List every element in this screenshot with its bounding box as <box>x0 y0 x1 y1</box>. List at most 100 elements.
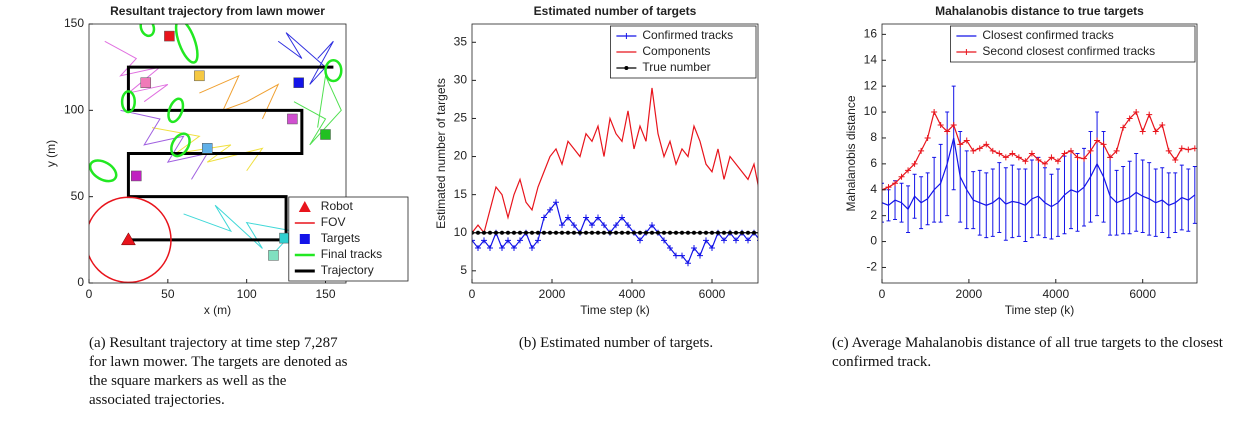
marker <box>512 230 516 235</box>
final-track <box>139 24 156 38</box>
x-tick-label: 6000 <box>699 287 726 301</box>
target <box>140 77 152 88</box>
marker <box>937 122 944 129</box>
marker <box>673 252 679 259</box>
marker <box>632 230 636 235</box>
legend-label: FOV <box>321 215 346 229</box>
chart-title: Resultant trajectory from lawn mower <box>110 4 325 18</box>
marker <box>548 230 552 235</box>
x-tick-label: 4000 <box>619 287 646 301</box>
target <box>293 77 304 88</box>
marker <box>524 230 528 235</box>
marker <box>1146 111 1153 118</box>
target <box>194 70 205 82</box>
trajectory <box>126 65 334 242</box>
marker <box>481 237 487 244</box>
marker <box>758 231 762 235</box>
marker <box>957 141 964 148</box>
y-tick-label: 150 <box>64 16 84 30</box>
target <box>164 30 175 42</box>
x-axis-label: x (m) <box>204 303 231 317</box>
final-track <box>120 90 136 114</box>
y-tick-label: 30 <box>454 73 468 87</box>
marker <box>1002 154 1009 161</box>
marker <box>1139 128 1146 135</box>
marker <box>918 147 925 154</box>
marker <box>1159 122 1166 129</box>
marker <box>1061 150 1068 157</box>
legend-label: Trajectory <box>321 263 374 277</box>
x-axis-label: Time step (k) <box>1005 303 1075 317</box>
marker <box>1048 154 1055 161</box>
marker <box>475 244 481 251</box>
marker <box>721 237 727 244</box>
marker <box>590 230 594 235</box>
chart-title: Estimated number of targets <box>534 4 697 18</box>
marker <box>963 49 970 55</box>
marker <box>709 244 715 251</box>
marker <box>547 206 553 213</box>
caption: (b) Estimated number of targets. <box>518 335 714 351</box>
final-track <box>170 132 191 158</box>
y-tick-label: 14 <box>864 52 878 66</box>
marker <box>624 66 629 70</box>
marker <box>703 237 709 244</box>
target-path <box>293 74 342 146</box>
marker <box>950 122 957 129</box>
marker <box>1100 141 1107 148</box>
marker <box>674 230 678 235</box>
y-tick-label: 10 <box>454 225 468 239</box>
legend-box <box>950 25 1196 63</box>
marker <box>1152 128 1159 135</box>
marker <box>989 147 996 154</box>
legend-swatch <box>298 201 311 212</box>
marker <box>560 230 564 235</box>
marker <box>530 230 534 235</box>
marker <box>668 230 672 235</box>
target-path <box>183 204 295 258</box>
marker <box>733 237 739 244</box>
marker <box>1022 158 1029 165</box>
x-tick-label: 4000 <box>1042 287 1069 301</box>
marker <box>565 214 571 221</box>
marker <box>535 237 541 244</box>
legend-label: Robot <box>321 199 354 213</box>
marker <box>716 230 720 235</box>
marker <box>728 230 732 235</box>
marker <box>698 230 702 235</box>
x-tick-label: 0 <box>879 287 886 301</box>
y-tick-label: 4 <box>870 182 877 196</box>
target-path <box>120 109 209 180</box>
target-path <box>199 74 280 120</box>
marker <box>529 244 535 251</box>
x-axis-label: Time step (k) <box>580 303 650 317</box>
target <box>131 170 142 182</box>
legend-swatch <box>299 234 310 244</box>
marker <box>905 167 912 174</box>
marker <box>924 134 931 141</box>
marker <box>518 230 522 235</box>
marker <box>898 173 905 180</box>
marker <box>686 230 690 235</box>
x-tick-label: 0 <box>469 287 476 301</box>
marker <box>1068 147 1074 154</box>
legend-label: Closest confirmed tracks <box>982 28 1113 42</box>
y-tick-label: 12 <box>864 78 878 92</box>
y-axis-label: y (m) <box>44 140 58 167</box>
marker <box>892 180 899 187</box>
marker <box>1054 158 1061 165</box>
marker <box>559 222 565 229</box>
marker <box>976 145 983 152</box>
axes-box <box>881 23 1198 284</box>
marker <box>1165 147 1172 154</box>
marker <box>685 260 691 267</box>
marker <box>679 252 685 259</box>
marker <box>506 230 510 235</box>
marker <box>638 230 642 235</box>
y-axis-label: Mahalanobis distance <box>844 95 858 211</box>
y-tick-label: 100 <box>64 103 84 117</box>
marker <box>482 230 486 235</box>
marker <box>614 230 618 235</box>
marker <box>1172 156 1179 163</box>
